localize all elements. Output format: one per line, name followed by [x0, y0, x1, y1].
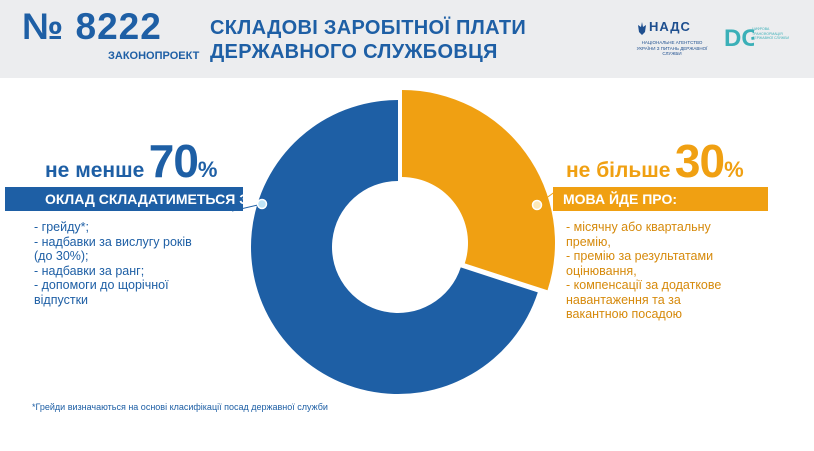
list-item: вакантною посадою — [566, 307, 683, 321]
list-item: - грейду*; — [34, 220, 89, 234]
list-item: - премію за результатами — [566, 249, 714, 263]
title-line-1: СКЛАДОВІ ЗАРОБІТНОЇ ПЛАТИ — [210, 17, 527, 39]
list-item: - компенсації за додаткове — [566, 278, 722, 292]
right-component-list: - місячну або квартальну премію, - премі… — [566, 220, 766, 322]
nads-logo: НАДС — [649, 19, 691, 34]
bill-label: ЗАКОНОПРОЕКТ — [108, 50, 200, 62]
left-heading-bar: ОКЛАД СКЛАДАТИМЕТЬСЯ З: — [5, 187, 253, 211]
list-item: - допомоги до щорічної — [34, 278, 169, 292]
dg-logo-text: DG — [724, 25, 754, 52]
header-banner: № 8222 ЗАКОНОПРОЕКТ СКЛАДОВІ ЗАРОБІТНОЇ … — [0, 0, 814, 78]
list-item: - надбавки за ранг; — [34, 263, 145, 278]
dg-logo-icon: DG — [724, 25, 754, 52]
list-item: - місячну або квартальну — [566, 220, 711, 234]
list-item: відпустки — [34, 292, 89, 307]
left-percentage: не менше 70% — [45, 134, 217, 188]
list-item: оцінювання, — [566, 263, 637, 278]
left-component-list: - грейду*; - надбавки за вислугу років (… — [34, 220, 249, 307]
trident-icon — [638, 22, 646, 35]
left-heading-text: ОКЛАД СКЛАДАТИМЕТЬСЯ З: — [45, 191, 253, 207]
bill-number: № 8222 — [22, 6, 162, 47]
footnote: *Грейди визначаються на основі класифіка… — [32, 402, 328, 412]
right-heading-text: МОВА ЙДЕ ПРО: — [563, 191, 677, 207]
list-item: навантаження та за — [566, 292, 681, 307]
left-connector-dot — [256, 198, 268, 210]
left-percentage-label: не менше — [45, 159, 145, 182]
dg-subtitle: ЦИФРОВА ТРАНСФОРМАЦІЯ ДЕРЖАВНОЇ СЛУЖБИ — [752, 27, 790, 40]
right-percentage-unit: % — [724, 157, 744, 182]
right-percentage: не більше 30% — [566, 134, 744, 188]
right-percentage-label: не більше — [566, 159, 671, 182]
right-connector-dot — [531, 199, 543, 211]
right-percentage-value: 30 — [674, 135, 725, 187]
list-item: - надбавки за вислугу років — [34, 234, 192, 249]
list-item: (до 30%); — [34, 249, 89, 263]
left-percentage-unit: % — [197, 157, 218, 182]
donut-slice-oklad — [250, 100, 538, 394]
nads-subtitle: НАЦІОНАЛЬНЕ АГЕНТСТВО УКРАЇНИ З ПИТАНЬ Д… — [636, 40, 708, 56]
right-heading-bar: МОВА ЙДЕ ПРО: — [553, 187, 768, 211]
page-title: СКЛАДОВІ ЗАРОБІТНОЇ ПЛАТИ ДЕРЖАВНОГО СЛУ… — [210, 16, 526, 64]
list-item: премію, — [566, 234, 611, 249]
donut-slice-premium — [402, 90, 556, 291]
left-percentage-value: 70 — [148, 135, 199, 187]
title-line-2: ДЕРЖАВНОГО СЛУЖБОВЦЯ — [210, 41, 498, 63]
